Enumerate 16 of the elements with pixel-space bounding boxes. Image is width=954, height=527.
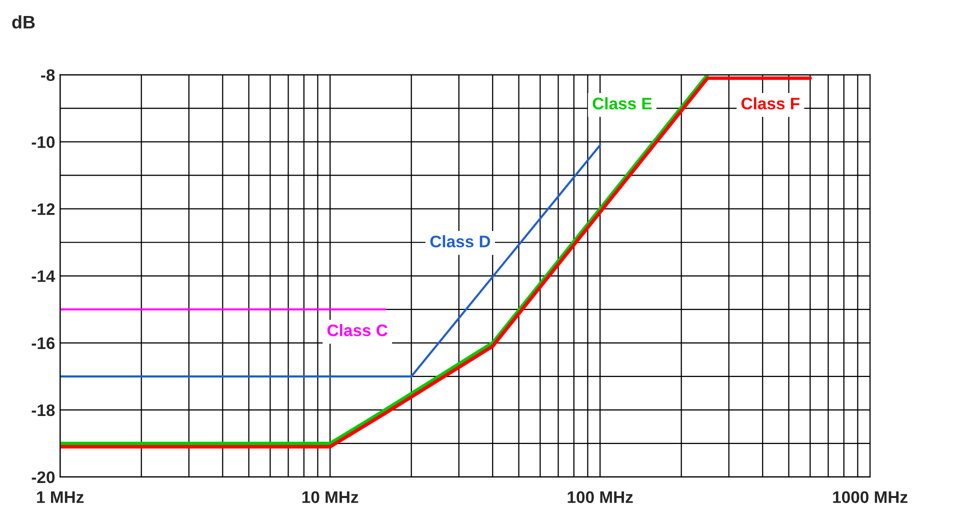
series-label: Class E: [592, 97, 652, 110]
x-tick-label: 1 MHz: [37, 491, 84, 503]
y-tick-label: -16: [32, 337, 55, 350]
series-label: Class F: [741, 97, 800, 110]
series-label: Class D: [430, 235, 490, 248]
y-tick-label: -14: [32, 270, 56, 282]
y-tick-label: -8: [41, 69, 55, 82]
y-tick-label: -10: [32, 136, 55, 148]
x-tick-label: 1000 MHz: [833, 491, 908, 504]
x-tick-label: 100 MHz: [568, 491, 633, 504]
x-tick-label: 10 MHz: [302, 491, 358, 504]
series-label: Class C: [327, 324, 388, 336]
y-tick-label: -12: [32, 203, 55, 215]
y-tick-label: -20: [32, 471, 55, 484]
y-tick-label: -18: [32, 404, 55, 416]
y-axis-title: dB: [12, 15, 35, 29]
